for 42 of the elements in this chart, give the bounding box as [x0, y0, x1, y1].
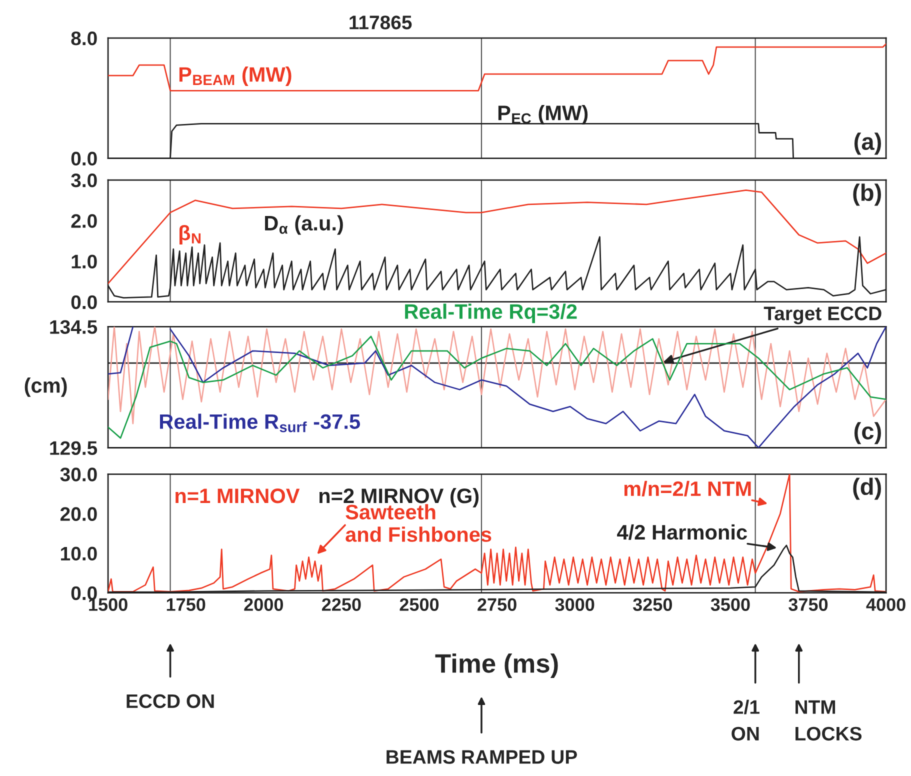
x-tick-label: 3250 [632, 598, 672, 612]
text: NTM LOCKS [796, 700, 862, 741]
text: BEAMS RAMPED UP [386, 750, 577, 764]
annotation: m/n=2/1 NTM [624, 480, 751, 496]
series-label: D$_{α}$ (a.u.) [265, 215, 343, 235]
text: 2/1 ON [732, 700, 760, 741]
x-tick-label: 1750 [166, 598, 206, 611]
y-tick-label: 10.0 [61, 546, 97, 561]
series-label: β$_{N}$ [180, 225, 201, 244]
y-tick-label: 1.0 [72, 254, 97, 268]
y-axis-title: (cm) [24, 378, 67, 397]
x-tick-label: 2750 [478, 598, 516, 611]
annotation: (c) [854, 422, 881, 444]
text: ECCD ON [126, 694, 214, 708]
y-tick-label: 134.5 [50, 320, 98, 334]
x-tick-label: 2000 [244, 598, 283, 611]
x-axis-title: Time (ms) [435, 653, 558, 678]
annotation: (b) [853, 184, 881, 206]
y-tick-label: 0.0 [71, 152, 97, 166]
y-tick-label: 129.5 [50, 441, 98, 455]
annotation: (d) [853, 478, 881, 500]
annotation: 4/2 Harmonic [617, 524, 747, 540]
x-tick-label: 2250 [322, 598, 361, 611]
annotation: (a) [854, 132, 881, 155]
y-tick-label: 0.0 [71, 586, 97, 600]
x-tick-label: 2500 [400, 598, 439, 611]
y-tick-label: 20.0 [60, 507, 97, 521]
x-tick-label: 3750 [788, 598, 828, 612]
y-tick-label: 8.0 [71, 31, 97, 46]
y-tick-label: 0.0 [71, 295, 97, 310]
x-tick-label: 1500 [89, 598, 128, 611]
ref-line-label: Target ECCD [764, 306, 882, 324]
text: n=1 MIRNOV [176, 488, 300, 504]
chart-title: 117865 [350, 16, 412, 30]
y-tick-label: 2.0 [71, 214, 97, 228]
y-tick-label: 3.0 [71, 174, 97, 188]
x-tick-label: 4000 [866, 598, 906, 611]
y-tick-label: 30.0 [60, 468, 97, 482]
series-label: Real-Time Rq=3/2 [405, 304, 577, 324]
x-tick-label: 3500 [710, 598, 750, 612]
x-tick-label: 3000 [555, 598, 594, 612]
series-label: P$_{BEAM}$ (MW) [179, 66, 292, 86]
